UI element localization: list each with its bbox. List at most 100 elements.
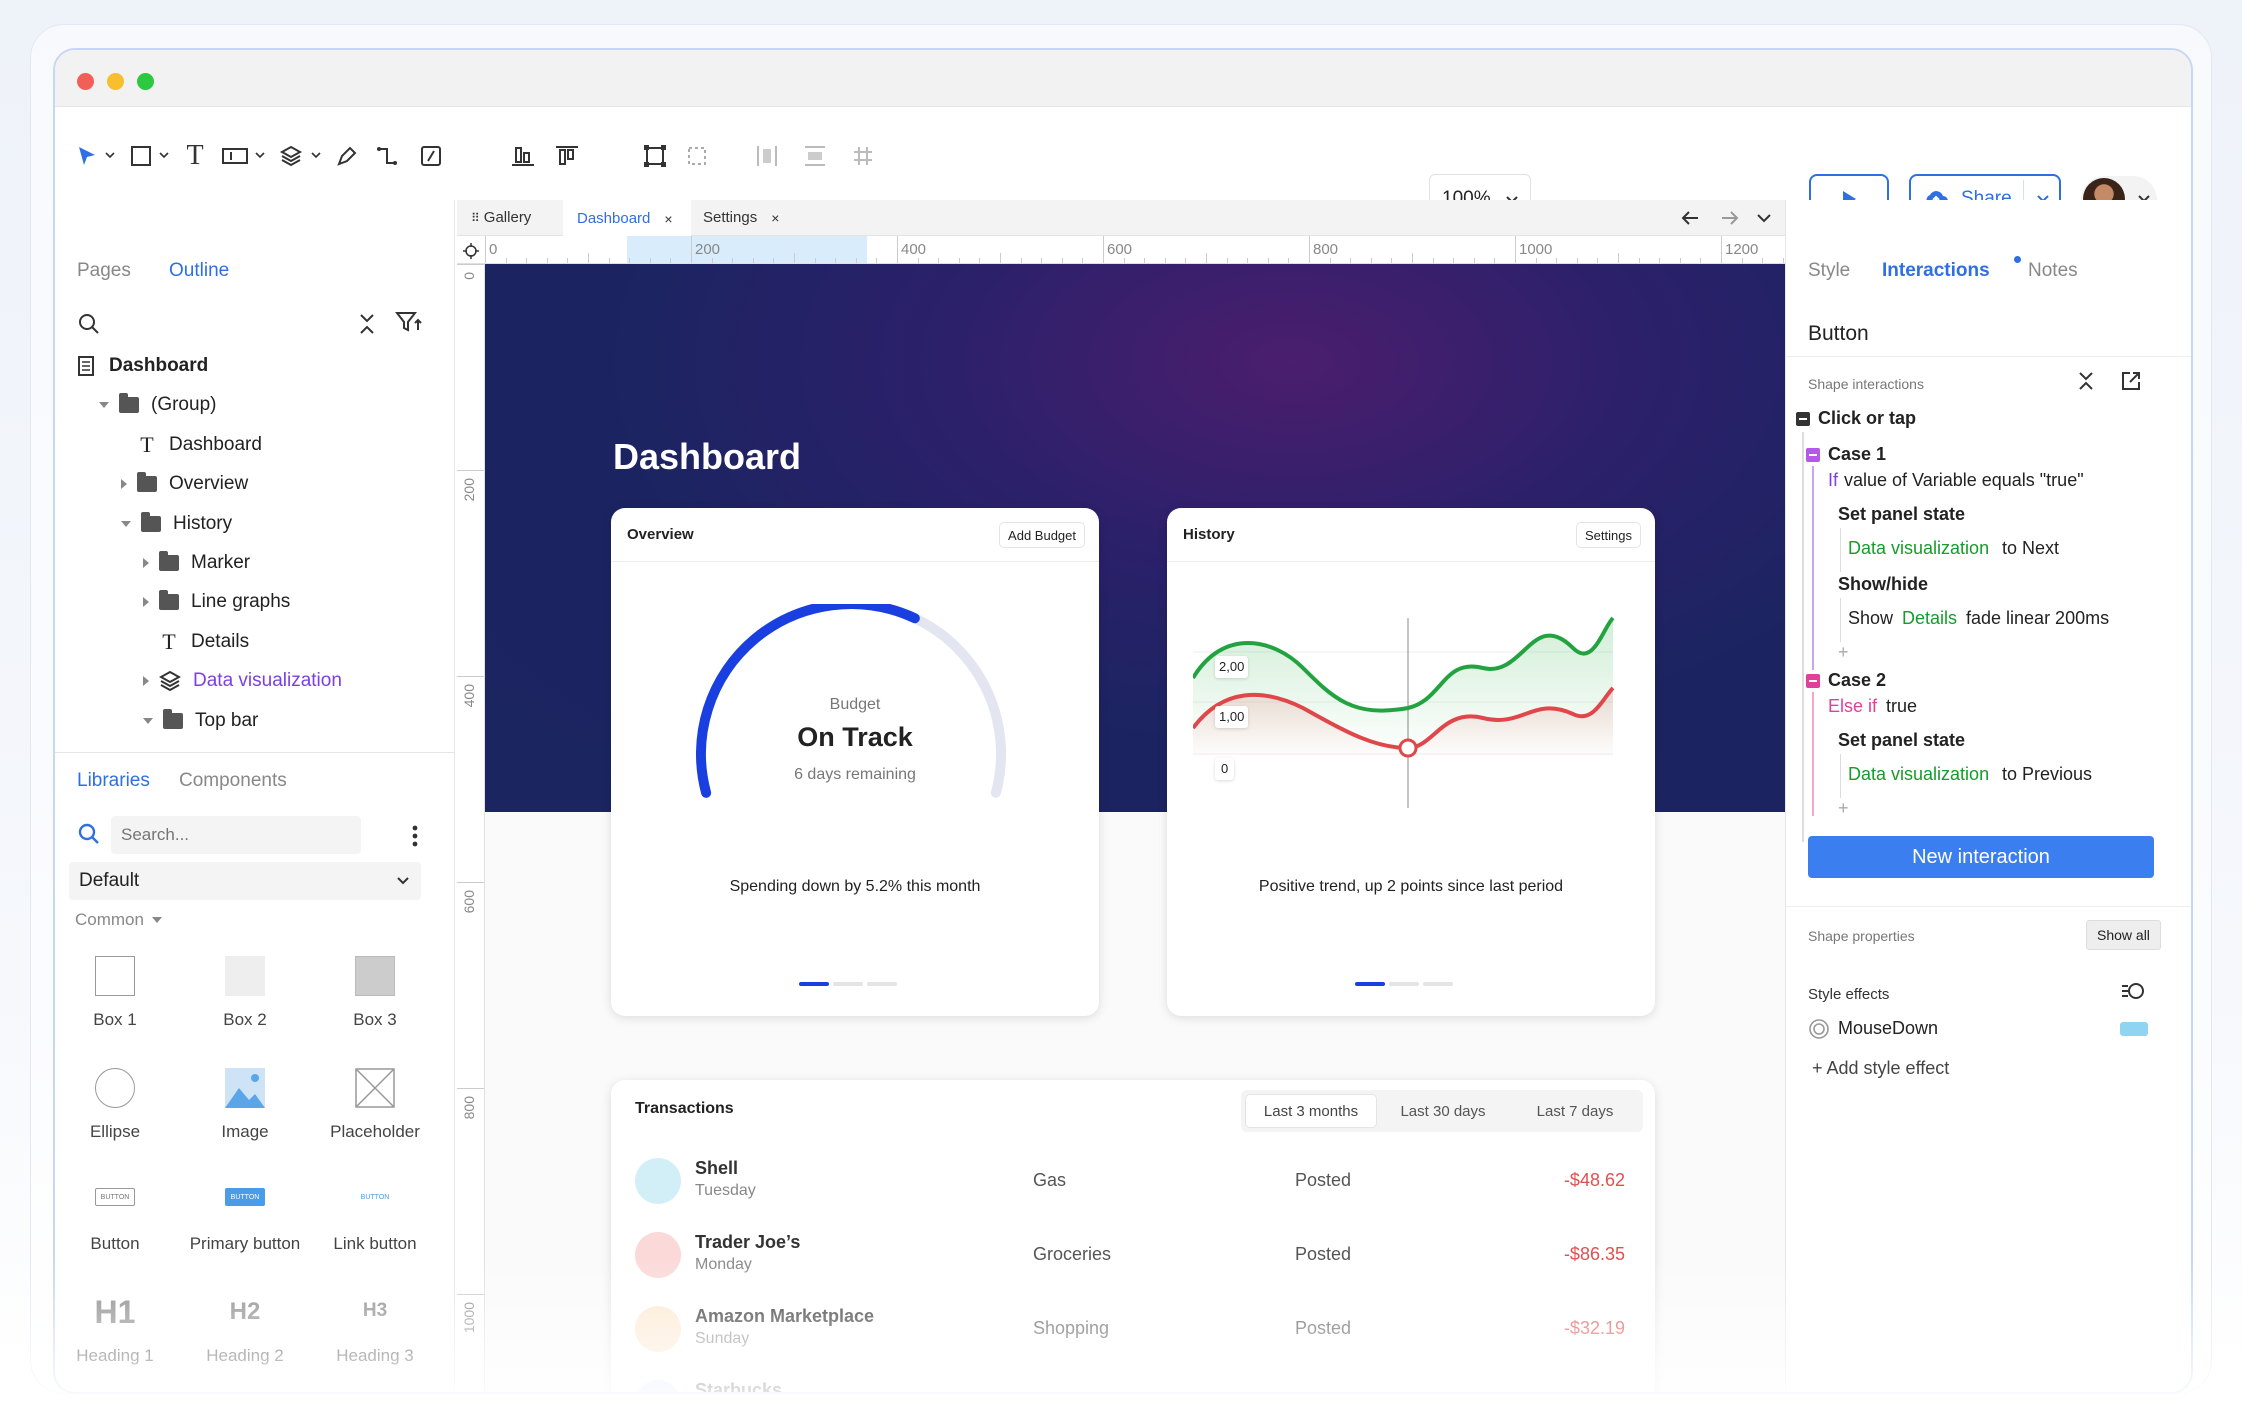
close-icon[interactable]: ×: [664, 210, 673, 227]
collapse-all-icon[interactable]: [355, 312, 379, 336]
close-icon[interactable]: ×: [771, 209, 780, 226]
pen-tool-icon[interactable]: [331, 142, 363, 170]
expand-right-icon[interactable]: [143, 597, 149, 608]
filter-last-3-months[interactable]: Last 3 months: [1245, 1094, 1377, 1128]
heading-2-thumb[interactable]: H2: [229, 1298, 261, 1325]
table-row[interactable]: Trader Joe’s Monday Groceries Posted -$86.35: [635, 1218, 1625, 1292]
outline-item[interactable]: Dashboard: [55, 348, 208, 384]
minimize-window-button[interactable]: [107, 73, 124, 90]
tab-components[interactable]: Components: [179, 770, 287, 791]
expand-right-icon[interactable]: [121, 479, 127, 490]
tab-settings[interactable]: Settings ×: [703, 209, 779, 226]
tab-notes[interactable]: Notes: [2028, 260, 2078, 281]
style-effects-icon[interactable]: [2122, 980, 2146, 1002]
target-details[interactable]: Details: [1902, 608, 1958, 628]
filter-icon[interactable]: [395, 310, 423, 336]
expand-down-icon[interactable]: [143, 717, 153, 724]
expand-right-icon[interactable]: [143, 558, 149, 568]
expand-down-icon[interactable]: [121, 520, 131, 527]
add-style-effect-button[interactable]: + Add style effect: [1812, 1058, 1950, 1078]
filter-last-30-days[interactable]: Last 30 days: [1400, 1102, 1486, 1120]
image-icon[interactable]: [225, 1068, 265, 1108]
collapse-icon[interactable]: [2076, 370, 2096, 392]
filter-last-7-days[interactable]: Last 7 days: [1536, 1102, 1614, 1120]
target-data-visualization[interactable]: Data visualization: [1848, 764, 1990, 784]
action-set-panel-state[interactable]: Set panel state: [1838, 730, 1966, 750]
tab-style[interactable]: Style: [1808, 260, 1851, 281]
pager-dot[interactable]: [833, 982, 863, 986]
heading-1-thumb[interactable]: H1: [94, 1294, 136, 1330]
table-row[interactable]: Shell Tuesday Gas Posted -$48.62: [635, 1144, 1625, 1218]
target-data-visualization[interactable]: Data visualization: [1848, 538, 1990, 558]
add-action-button[interactable]: +: [1838, 642, 1849, 662]
pager-dot[interactable]: [1389, 982, 1419, 986]
pager-dot-active[interactable]: [1355, 982, 1385, 986]
text-field-tool-icon[interactable]: [219, 142, 251, 170]
outline-item[interactable]: (Group): [55, 387, 216, 423]
tab-interactions[interactable]: Interactions: [1882, 260, 1990, 281]
action-show-hide[interactable]: Show/hide: [1838, 574, 1928, 594]
primary-button-thumb[interactable]: BUTTON: [225, 1188, 265, 1206]
overview-card[interactable]: Overview Add Budget Budget On Track 6 da…: [611, 508, 1099, 1016]
case-2-condition[interactable]: true: [1886, 696, 1918, 716]
tab-libraries[interactable]: Libraries: [77, 770, 150, 791]
outline-item[interactable]: History: [55, 506, 232, 542]
event-label[interactable]: Click or tap: [1818, 408, 1917, 428]
outline-item[interactable]: T Dashboard: [55, 427, 262, 463]
grid-icon[interactable]: [847, 142, 879, 170]
more-vertical-icon[interactable]: [411, 824, 419, 848]
mousedown-swatch[interactable]: [2120, 1022, 2148, 1036]
table-row[interactable]: Amazon Marketplace Sunday Shopping Posted -$…: [635, 1292, 1625, 1366]
rectangle-tool-icon[interactable]: [125, 142, 157, 170]
add-budget-button[interactable]: Add Budget: [999, 522, 1085, 548]
maximize-window-button[interactable]: [137, 73, 154, 90]
ruler-origin-icon[interactable]: [463, 243, 479, 259]
connector-tool-icon[interactable]: [371, 142, 403, 170]
outline-item[interactable]: Data visualization: [55, 663, 342, 699]
group-icon[interactable]: [639, 142, 671, 170]
distribute-horizontal-icon[interactable]: [751, 142, 783, 170]
tab-dashboard[interactable]: Dashboard ×: [563, 200, 691, 237]
close-window-button[interactable]: [77, 73, 94, 90]
link-button-thumb[interactable]: BUTTON: [360, 1193, 390, 1201]
table-row[interactable]: StarbucksSundayDiningPosted-$6.78: [635, 1366, 1625, 1392]
history-card[interactable]: History Settings 2,00 1,00 0: [1167, 508, 1655, 1016]
layers-tool-icon[interactable]: [275, 142, 307, 170]
new-interaction-button[interactable]: New interaction: [1808, 836, 2154, 878]
placeholder-icon[interactable]: [355, 1068, 395, 1108]
distribute-vertical-icon[interactable]: [799, 142, 831, 170]
heading-3-thumb[interactable]: H3: [362, 1300, 388, 1321]
box-2-thumb[interactable]: [225, 956, 265, 996]
text-tool-icon[interactable]: T: [186, 140, 204, 171]
history-settings-button[interactable]: Settings: [1576, 522, 1641, 548]
pager-dot[interactable]: [1423, 982, 1453, 986]
arrow-right-icon[interactable]: [1721, 210, 1739, 226]
case-1-condition[interactable]: value of Variable equals "true": [1844, 470, 2084, 490]
arrow-left-icon[interactable]: [1681, 210, 1699, 226]
chevron-down-icon[interactable]: [311, 150, 321, 160]
collapse-case-icon[interactable]: [1806, 448, 1820, 462]
pager-dot-active[interactable]: [799, 982, 829, 986]
outline-item[interactable]: Top bar: [55, 703, 258, 739]
ellipse-thumb[interactable]: [95, 1068, 135, 1108]
outline-item[interactable]: T Details: [55, 624, 249, 660]
align-top-icon[interactable]: [551, 142, 583, 170]
button-thumb[interactable]: BUTTON: [95, 1188, 135, 1206]
chart-marker[interactable]: [1398, 738, 1418, 758]
tab-outline[interactable]: Outline: [169, 260, 230, 281]
outline-item[interactable]: Overview: [55, 466, 248, 502]
open-external-icon[interactable]: [2120, 370, 2142, 392]
mousedown-effect-label[interactable]: MouseDown: [1838, 1018, 1939, 1038]
search-icon[interactable]: [77, 312, 101, 336]
outline-item[interactable]: Line graphs: [55, 584, 290, 620]
tab-pages[interactable]: Pages: [77, 260, 131, 281]
select-tool-icon[interactable]: [71, 142, 103, 170]
collapse-case-icon[interactable]: [1806, 674, 1820, 688]
case-2-title[interactable]: Case 2: [1828, 670, 1887, 690]
show-all-button[interactable]: Show all: [2086, 920, 2161, 950]
case-1-title[interactable]: Case 1: [1828, 444, 1887, 464]
ungroup-icon[interactable]: [681, 142, 713, 170]
chevron-down-icon[interactable]: [255, 150, 265, 160]
tab-gallery[interactable]: ⠿ Gallery: [471, 209, 531, 226]
add-action-button[interactable]: +: [1838, 798, 1849, 818]
